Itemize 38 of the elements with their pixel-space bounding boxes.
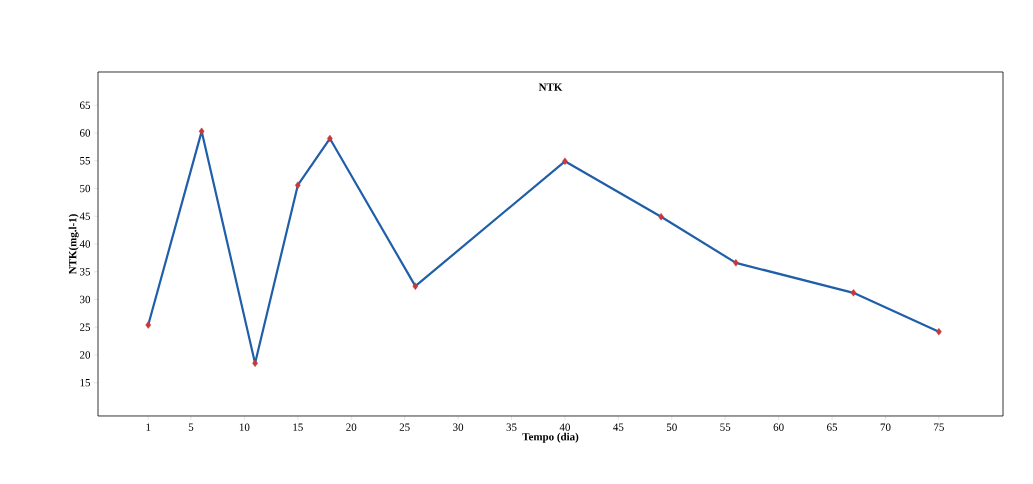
- x-tick-label: 60: [773, 423, 784, 431]
- point: [658, 213, 664, 221]
- x-tick-label: 25: [399, 423, 410, 431]
- x-tick-label: 45: [613, 423, 624, 431]
- x-tick-label: 5: [188, 423, 194, 431]
- x-axis-title: Tempo (dia): [522, 432, 579, 443]
- point: [294, 181, 301, 189]
- y-tick-label: 60: [80, 129, 91, 137]
- y-tick-label: 45: [79, 212, 91, 220]
- point: [412, 282, 419, 290]
- y-tick-label: 65: [80, 101, 91, 109]
- x-tick-label: 10: [239, 423, 250, 431]
- x-tick-label: 50: [666, 423, 677, 431]
- x-tick-label: 35: [506, 423, 517, 431]
- y-tick-label: 50: [80, 184, 91, 193]
- point: [198, 127, 205, 136]
- y-tick-label: 15: [80, 379, 91, 387]
- point: [145, 321, 152, 329]
- y-tick-label: 30: [80, 295, 91, 304]
- point: [733, 259, 739, 267]
- x-tick-label: 75: [934, 423, 944, 431]
- x-tick-label: 20: [346, 423, 357, 431]
- x-tick-label: 65: [827, 423, 838, 431]
- x-tick-label: 15: [293, 423, 303, 431]
- y-tick-label: 55: [80, 157, 91, 165]
- x-tick-label: 70: [880, 423, 891, 431]
- x-tick-label: 1: [146, 423, 151, 431]
- y-tick-label: 20: [80, 351, 91, 359]
- y-tick-label: 40: [79, 240, 91, 248]
- x-tick-label: 55: [720, 423, 731, 431]
- x-tick-label: 40: [559, 423, 570, 431]
- point: [252, 359, 258, 367]
- x-tick-label: 30: [453, 423, 464, 431]
- text: NTK: [538, 83, 563, 91]
- y-tick-label: 25: [80, 323, 91, 331]
- y-tick-label: 35: [80, 268, 91, 276]
- point: [850, 289, 857, 297]
- y-axis-title: NTK(mg.l-1): [68, 214, 79, 275]
